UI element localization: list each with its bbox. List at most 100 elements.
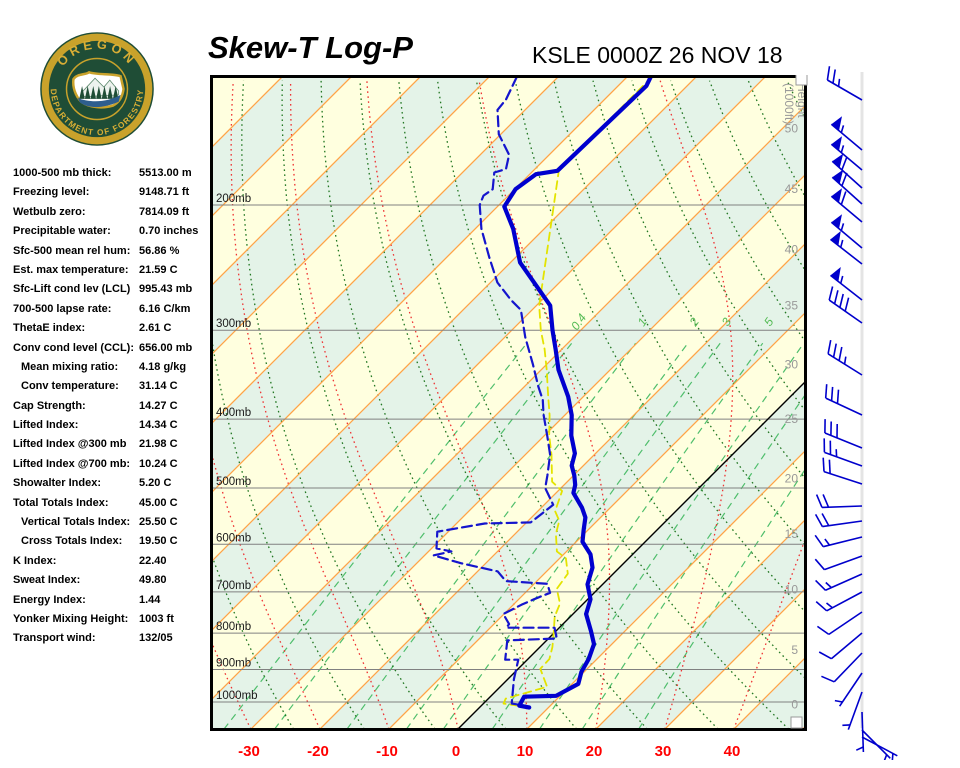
sounding-index-row: Yonker Mixing Height: 1003 ft <box>13 613 209 632</box>
mixing-ratio-line <box>638 470 804 729</box>
temperature-trace <box>502 77 653 710</box>
moist-adiabat-line <box>289 80 459 729</box>
pressure-label: 1000mb <box>216 690 258 702</box>
wind-barb <box>814 534 863 548</box>
wind-barb <box>834 672 863 707</box>
index-label: 1000-500 mb thick: <box>13 167 112 179</box>
sounding-index-row: Sweat Index: 49.80 <box>13 574 209 593</box>
temperature-axis-label: -10 <box>376 743 398 760</box>
wind-barb <box>815 573 863 592</box>
indices-panel: 1000-500 mb thick: 5513.00 m Freezing leve… <box>13 167 209 652</box>
odf-logo: OREGON DEPARTMENT OF FORESTRY <box>38 30 156 148</box>
dewpoint-trace <box>432 77 558 707</box>
index-label: Conv temperature: <box>21 380 119 393</box>
isotherm-line <box>213 77 697 561</box>
sounding-index-row: 700-500 lapse rate: 6.16 C/km <box>13 303 209 322</box>
temperature-axis-label: 40 <box>724 743 741 760</box>
index-label: Freezing level: <box>13 186 90 199</box>
index-label: Sweat Index: <box>13 574 81 587</box>
index-value: 6.16 C/km <box>139 302 191 315</box>
sounding-index-row: Transport wind: 132/05 <box>13 632 209 651</box>
resize-handle-top-right[interactable] <box>795 75 808 86</box>
wind-barb <box>830 116 863 151</box>
wind-barb <box>826 66 863 101</box>
index-label: Yonker Mixing Height: <box>13 612 129 625</box>
temperature-axis-label: -20 <box>307 743 329 760</box>
index-label: Wetbulb zero: <box>13 205 86 218</box>
pressure-label: 500mb <box>216 476 251 488</box>
index-value: 656.00 mb <box>139 341 193 354</box>
wind-barb <box>829 267 863 301</box>
index-value: 132/05 <box>139 632 173 645</box>
wind-barb-column <box>814 66 898 760</box>
zero-isotherm-line <box>457 382 804 729</box>
dry-adiabat-line <box>213 342 365 729</box>
isotherm-line <box>213 77 559 423</box>
temperature-axis-label: 10 <box>517 743 534 760</box>
index-value: 14.34 C <box>139 419 178 432</box>
index-value: 5513.00 m <box>139 167 192 179</box>
sounding-index-row: Cross Totals Index: 19.50 C <box>13 535 209 554</box>
isotherm-line <box>250 175 804 729</box>
isotherm-line <box>664 589 804 729</box>
height-label: 35 <box>785 299 799 313</box>
index-value: 56.86 % <box>139 244 180 257</box>
wind-barb <box>824 419 863 449</box>
index-value: 21.98 C <box>139 438 178 451</box>
height-label: 20 <box>785 472 799 486</box>
wind-barb <box>831 169 863 205</box>
isotherm-band <box>213 107 804 729</box>
sounding-index-row: Lifted Index @700 mb: 10.24 C <box>13 458 209 477</box>
sounding-index-row: Cap Strength: 14.27 C <box>13 400 209 419</box>
resize-handle-bottom-right[interactable] <box>790 716 803 729</box>
index-label: Precipitable water: <box>13 225 111 238</box>
sounding-index-row: Total Totals Index: 45.00 C <box>13 497 209 516</box>
dry-adiabat-line <box>436 80 790 729</box>
isotherm-line <box>319 244 804 729</box>
wind-barb <box>814 555 863 571</box>
sounding-index-row: Vertical Totals Index: 25.50 C <box>13 516 209 535</box>
station-datetime: KSLE 0000Z 26 NOV 18 <box>532 42 783 68</box>
index-value: 0.70 inches <box>139 225 199 238</box>
pressure-label: 800mb <box>216 621 251 633</box>
index-label: Lifted Index: <box>13 419 79 432</box>
index-label: Vertical Totals Index: <box>21 516 131 529</box>
isotherm-line <box>595 520 804 729</box>
skewt-chart: 200mb 300mb 400mb 500mb 600mb 700mb 800mb 900mb… <box>210 75 809 760</box>
isotherm-line <box>213 77 490 354</box>
index-label: Sfc-500 mean rel hum: <box>13 244 131 257</box>
sounding-index-row: Freezing level: 9148.71 ft <box>13 186 209 205</box>
height-label: 5 <box>791 643 798 657</box>
index-label: Mean mixing ratio: <box>21 360 119 373</box>
height-label: 10 <box>785 583 799 597</box>
height-label: 45 <box>785 182 799 196</box>
pressure-label: 600mb <box>216 532 251 544</box>
pressure-label: 700mb <box>216 580 251 592</box>
wind-barb <box>822 457 863 485</box>
wind-barb <box>815 591 863 612</box>
index-value: 22.40 <box>139 554 167 567</box>
temperature-axis-label: 30 <box>655 743 672 760</box>
dry-adiabat-line <box>281 80 507 729</box>
height-label: 0 <box>791 697 798 711</box>
isotherm-line <box>213 77 766 630</box>
sounding-index-row: Est. max temperature: 21.59 C <box>13 264 209 283</box>
chart-border <box>210 75 807 731</box>
wind-barb <box>830 188 863 223</box>
dry-adiabat-line <box>359 80 648 729</box>
isotherm-line <box>526 451 804 729</box>
wind-barb <box>829 231 863 265</box>
sounding-index-row: Wetbulb zero: 7814.09 ft <box>13 206 209 225</box>
index-label: Total Totals Index: <box>13 496 109 509</box>
moist-adiabat-line <box>733 540 804 729</box>
wind-barb <box>821 652 863 683</box>
wind-barb <box>861 736 898 760</box>
height-label: 30 <box>785 357 799 371</box>
height-label: 15 <box>785 527 799 541</box>
index-label: Est. max temperature: <box>13 263 129 276</box>
mixing-ratio-line <box>442 342 721 729</box>
wind-barb <box>828 286 863 324</box>
sounding-index-row: 1000-500 mb thick: 5513.00 m <box>13 167 209 186</box>
